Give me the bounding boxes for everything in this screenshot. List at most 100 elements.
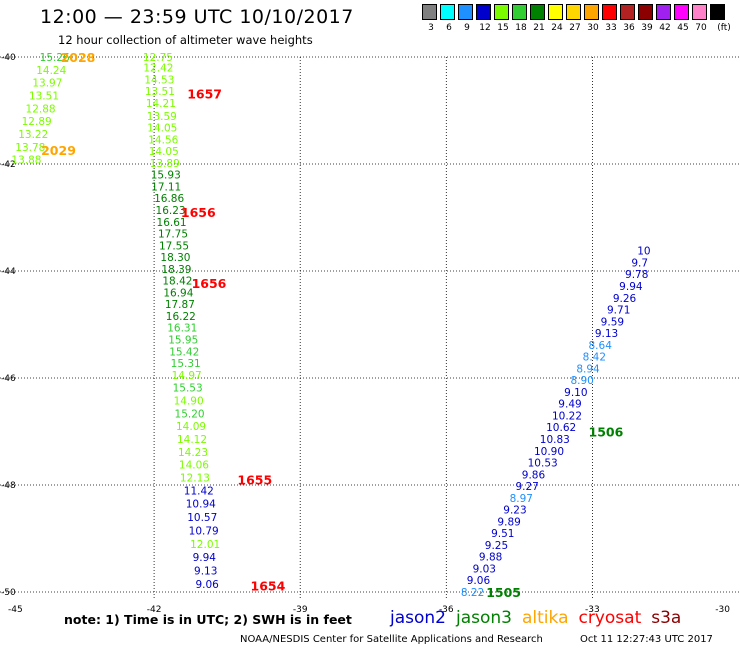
wave-height-value: 8.94 xyxy=(576,363,600,375)
wave-height-value: 15.42 xyxy=(169,346,199,358)
legend-swatch xyxy=(602,4,617,20)
legend-label: 12 xyxy=(479,23,491,33)
wave-height-value: 15.93 xyxy=(151,170,181,182)
lat-tick-label: -50 xyxy=(1,588,16,598)
wave-height-value: 14.05 xyxy=(147,123,177,135)
pass-time-label: 1505 xyxy=(486,585,521,600)
legend-label: 70 xyxy=(695,23,707,33)
wave-height-value: 10.57 xyxy=(187,512,217,524)
legend-label: 9 xyxy=(464,23,470,33)
legend-swatch xyxy=(494,4,509,20)
wave-height-value: 14.05 xyxy=(149,146,179,158)
wave-height-value: 8.90 xyxy=(570,375,593,387)
wave-height-value: 18.42 xyxy=(162,276,192,288)
wave-height-value: 12.75 xyxy=(143,52,173,64)
lon-tick-label: -33 xyxy=(585,605,600,615)
wave-height-value: 8.22 xyxy=(461,587,484,599)
legend-swatch xyxy=(458,4,473,20)
satellite-cryosat: cryosat xyxy=(578,608,642,628)
wave-height-value: 9.51 xyxy=(491,528,514,540)
satellite-altika: altika xyxy=(522,608,569,628)
legend-swatch xyxy=(674,4,689,20)
legend-label: 30 xyxy=(587,23,599,33)
generation-timestamp: Oct 11 12:27:43 UTC 2017 xyxy=(580,634,713,645)
legend-swatch xyxy=(638,4,653,20)
wave-height-value: 14.23 xyxy=(178,447,208,459)
wave-height-value: 16.94 xyxy=(163,287,193,299)
legend-label: 21 xyxy=(533,23,545,33)
wave-height-value: 14.21 xyxy=(146,98,176,110)
legend-label: 36 xyxy=(623,23,635,33)
legend-label: 3 xyxy=(428,23,434,33)
wave-height-value: 16.31 xyxy=(167,323,197,335)
wave-height-value: 9.13 xyxy=(595,328,618,340)
lon-tick-label: -30 xyxy=(715,605,730,615)
wave-height-value: 8.64 xyxy=(589,340,613,352)
wave-height-value: 12.13 xyxy=(180,473,210,485)
wave-height-value: 9.06 xyxy=(467,575,491,587)
wave-height-value: 8.97 xyxy=(510,493,533,505)
lon-tick-label: -42 xyxy=(147,605,162,615)
legend-label: 15 xyxy=(497,23,509,33)
wave-height-value: 14.12 xyxy=(177,434,207,446)
footer-note: note: 1) Time is in UTC; 2) SWH is in fe… xyxy=(64,612,352,627)
lon-tick-label: -39 xyxy=(293,605,308,615)
wave-height-value: 17.55 xyxy=(159,240,189,252)
wave-height-value: 9.27 xyxy=(515,481,538,493)
wave-height-value: 9.13 xyxy=(194,566,217,578)
wave-height-value: 9.7 xyxy=(631,257,648,269)
axis-ticks: -45 -42 -39 -36 -33 -30 -40 -42 -44 -46 -48 -50 xyxy=(1,53,730,615)
satellite-key: jason2 jason3 altika cryosat s3a xyxy=(390,608,691,628)
wave-height-value: 16.22 xyxy=(166,311,196,323)
satellite-jason2: jason2 xyxy=(390,608,446,628)
satellite-s3a: s3a xyxy=(651,608,682,628)
wave-height-value: 13.51 xyxy=(145,86,175,98)
wave-height-value: 9.88 xyxy=(479,552,502,564)
wave-height-value: 18.30 xyxy=(160,252,190,264)
wave-height-value: 15.31 xyxy=(171,358,201,370)
wave-height-value: 9.23 xyxy=(503,505,526,517)
pass-time-label: 1657 xyxy=(187,86,222,101)
wave-height-value: 15.20 xyxy=(175,408,205,420)
pass-time-label: 1656 xyxy=(181,205,216,220)
wave-height-value: 16.86 xyxy=(154,193,184,205)
wave-height-value: 9.26 xyxy=(613,293,637,305)
wave-height-value: 13.22 xyxy=(18,129,48,141)
lon-tick-label: -36 xyxy=(439,605,454,615)
legend-swatch xyxy=(620,4,635,20)
wave-height-value: 17.11 xyxy=(151,181,181,193)
wave-height-value: 15.53 xyxy=(173,383,203,395)
wave-height-value: 9.10 xyxy=(564,387,587,399)
legend-swatch xyxy=(476,4,491,20)
lat-tick-label: -42 xyxy=(1,160,16,170)
wave-height-value: 11.42 xyxy=(184,485,214,497)
pass-time-label: 1655 xyxy=(237,473,272,488)
legend-label: 24 xyxy=(551,23,563,33)
wave-height-value: 9.89 xyxy=(497,516,520,528)
legend-swatch xyxy=(584,4,599,20)
wave-height-value: 14.97 xyxy=(172,370,202,382)
legend-swatch xyxy=(692,4,707,20)
legend-label: 33 xyxy=(605,23,617,33)
wave-height-value: 9.03 xyxy=(473,563,496,575)
grid-lines xyxy=(0,56,740,598)
wave-height-value: 13.97 xyxy=(32,78,62,90)
wave-height-value: 13.88 xyxy=(11,155,41,167)
wave-height-value: 10.94 xyxy=(186,499,216,511)
satellite-jason3: jason3 xyxy=(456,608,512,628)
wave-height-value: 9.06 xyxy=(195,579,219,591)
wave-height-value: 18.39 xyxy=(161,264,191,276)
wave-height-value: 10.83 xyxy=(540,434,570,446)
wave-height-value: 12.89 xyxy=(22,116,52,128)
pass-time-label: 1654 xyxy=(251,579,286,594)
legend-label: 18 xyxy=(515,23,527,33)
legend-swatch xyxy=(440,4,455,20)
wave-height-value: 13.89 xyxy=(150,158,180,170)
lon-tick-label: -45 xyxy=(8,605,23,615)
wave-height-value: 9.78 xyxy=(625,269,648,281)
legend-label: 39 xyxy=(641,23,653,33)
legend-label: 42 xyxy=(659,23,671,33)
wave-height-value: 16.23 xyxy=(156,205,186,217)
pass-time-label: 1656 xyxy=(192,276,227,291)
wave-height-value: 8.42 xyxy=(583,352,606,364)
